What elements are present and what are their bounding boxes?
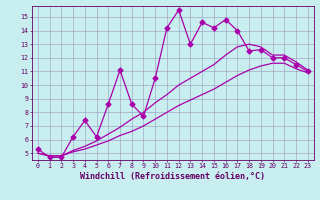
X-axis label: Windchill (Refroidissement éolien,°C): Windchill (Refroidissement éolien,°C) (80, 172, 265, 181)
